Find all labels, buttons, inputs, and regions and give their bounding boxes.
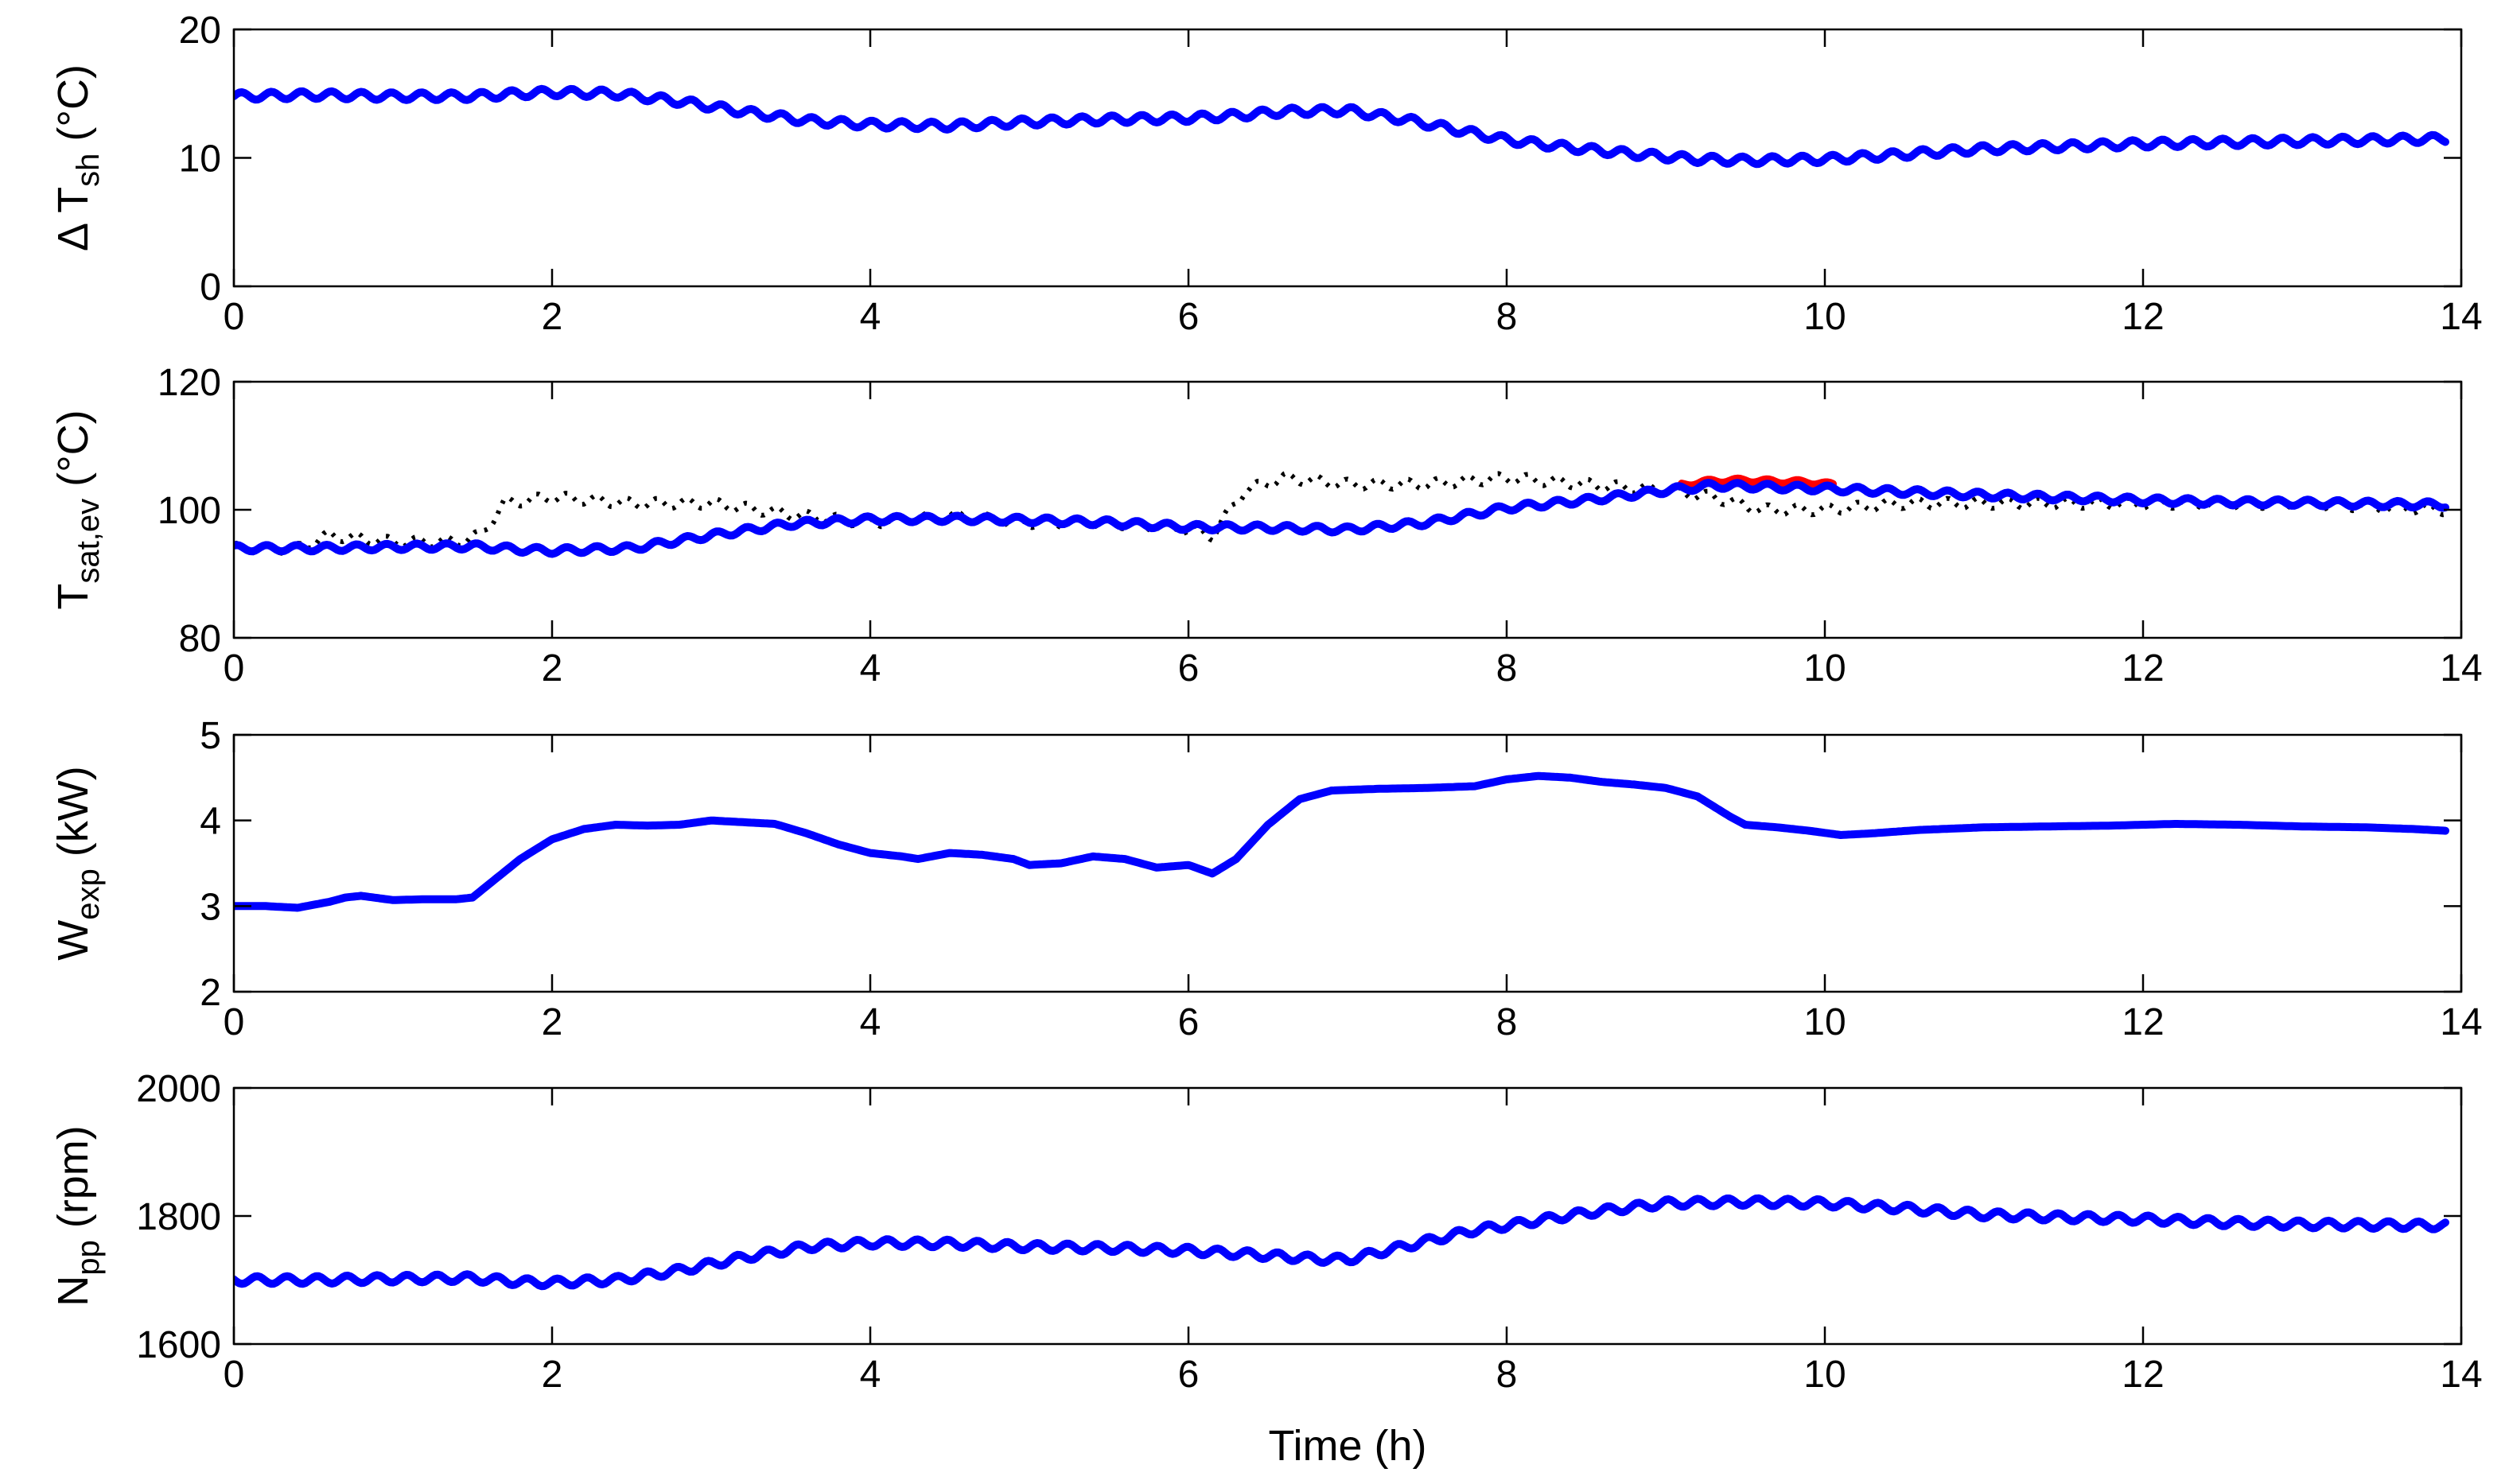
y-axis-label-main: W — [49, 920, 97, 961]
x-tick-label: 0 — [224, 1354, 245, 1396]
x-tick-label: 14 — [2440, 1001, 2482, 1043]
x-tick-label: 2 — [542, 296, 563, 338]
x-tick-label: 2 — [542, 1001, 563, 1043]
x-tick-label: 8 — [1496, 296, 1518, 338]
series-line-blue — [234, 479, 2449, 558]
y-axis-label-unit: (°C) — [49, 410, 97, 499]
y-tick-label: 2000 — [136, 1068, 221, 1110]
x-tick-label: 6 — [1178, 1354, 1200, 1396]
y-tick-label: 1800 — [136, 1196, 221, 1238]
x-tick-label: 4 — [860, 296, 881, 338]
x-tick-label: 8 — [1496, 647, 1518, 690]
x-tick-label: 0 — [224, 647, 245, 690]
x-tick-label: 14 — [2440, 296, 2482, 338]
x-tick-label: 12 — [2122, 647, 2164, 690]
y-axis-label-subscript: exp — [71, 868, 106, 920]
x-tick-label: 12 — [2122, 296, 2164, 338]
axes-frame — [232, 733, 2463, 993]
x-tick-label: 10 — [1803, 1001, 1846, 1043]
y-axis-label-unit: (°C) — [49, 64, 97, 153]
y-axis-label-subscript: sat,ev — [71, 499, 106, 584]
y-axis-label: Wexp (kW) — [49, 766, 106, 960]
x-tick-label: 8 — [1496, 1001, 1518, 1043]
x-tick-label: 14 — [2440, 647, 2482, 690]
series-line-blue — [234, 771, 2449, 912]
x-tick-label: 10 — [1803, 296, 1846, 338]
x-tick-label: 10 — [1803, 1354, 1846, 1396]
x-tick-label: 0 — [224, 1001, 245, 1043]
y-tick-label: 0 — [200, 266, 221, 309]
series-line-blue — [234, 1194, 2449, 1291]
x-tick-label: 4 — [860, 1001, 881, 1043]
x-tick-label: 0 — [224, 296, 245, 338]
y-tick-label: 10 — [179, 138, 221, 181]
y-tick-label: 1600 — [136, 1324, 221, 1366]
y-tick-label: 4 — [200, 801, 221, 843]
y-axis-label-main: Δ T — [49, 187, 97, 251]
y-tick-label: 5 — [200, 715, 221, 757]
series-line-blue — [234, 84, 2449, 169]
y-axis-label-subscript: pp — [71, 1240, 106, 1276]
x-tick-label: 10 — [1803, 647, 1846, 690]
x-tick-label: 6 — [1178, 647, 1200, 690]
x-tick-label: 6 — [1178, 296, 1200, 338]
x-axis-label: Time (h) — [1269, 1422, 1427, 1470]
y-axis-label: Npp (rpm) — [49, 1125, 106, 1306]
y-tick-label: 120 — [158, 362, 221, 404]
x-tick-label: 2 — [542, 647, 563, 690]
y-axis-label: Δ Tsh (°C) — [49, 64, 106, 251]
x-tick-label: 2 — [542, 1354, 563, 1396]
y-axis-label-main: T — [49, 584, 97, 610]
x-tick-label: 6 — [1178, 1001, 1200, 1043]
x-tick-label: 14 — [2440, 1354, 2482, 1396]
y-axis-label-subscript: sh — [71, 153, 106, 187]
subplot-superheat: 0 2 4 6 8 10 12 14 0 10 20 Δ Tsh (°C) — [49, 10, 2483, 338]
axes-frame — [232, 28, 2463, 288]
y-axis-label-unit: (kW) — [49, 766, 97, 868]
subplot-saturation-temperature: 0 2 4 6 8 10 12 14 80 100 120 Tsat,ev (°C) — [49, 362, 2483, 690]
x-tick-label: 4 — [860, 1354, 881, 1396]
x-tick-label: 8 — [1496, 1354, 1518, 1396]
y-tick-label: 3 — [200, 886, 221, 928]
y-tick-label: 2 — [200, 972, 221, 1014]
x-tick-label: 12 — [2122, 1354, 2164, 1396]
y-axis-label: Tsat,ev (°C) — [49, 410, 106, 609]
y-tick-label: 100 — [158, 490, 221, 532]
subplot-pump-speed: 0 2 4 6 8 10 12 14 1600 1800 2000 Npp (rpm) — [49, 1068, 2483, 1396]
series-line-dotted — [234, 470, 2446, 556]
y-tick-label: 20 — [179, 10, 221, 52]
axes-frame — [232, 380, 2463, 639]
x-tick-label: 12 — [2122, 1001, 2164, 1043]
x-tick-label: 4 — [860, 647, 881, 690]
y-axis-label-unit: (rpm) — [49, 1125, 97, 1240]
y-axis-label-main: N — [49, 1276, 97, 1307]
y-tick-label: 80 — [179, 618, 221, 660]
